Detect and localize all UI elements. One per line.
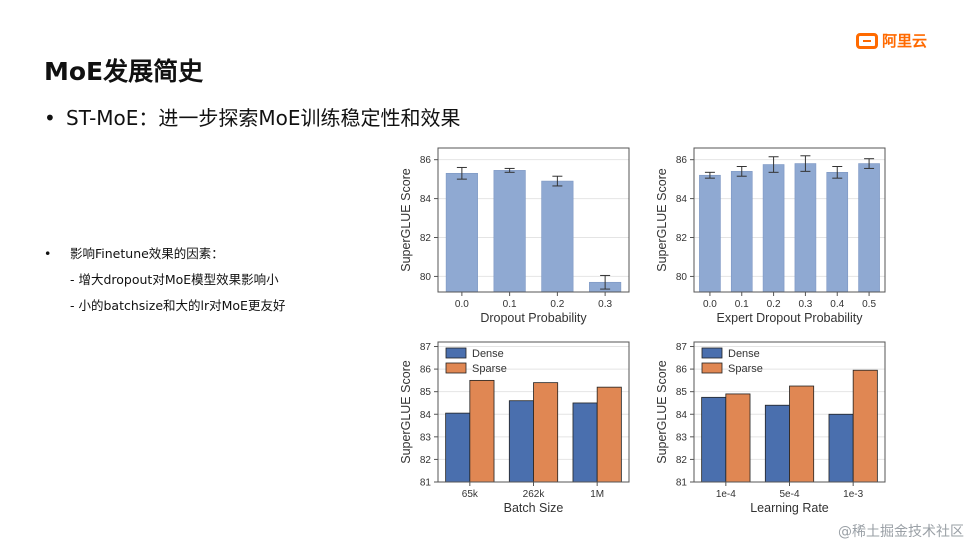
y-axis-label: SuperGLUE Score [399, 168, 413, 272]
plot-frame [693, 147, 886, 293]
y-axis-label: SuperGLUE Score [655, 360, 669, 464]
bar [794, 163, 817, 293]
x-axis-label: Learning Rate [750, 501, 829, 515]
brand-name: 阿里云 [882, 32, 928, 50]
x-tick-label: 0.3 [598, 299, 612, 310]
brand-logo: 阿里云 [856, 30, 927, 51]
x-tick-label: 0.3 [798, 299, 812, 310]
x-axis-label: Dropout Probability [480, 311, 587, 325]
y-tick-label: 81 [420, 478, 432, 489]
x-tick-label: 0.2 [767, 299, 781, 310]
legend-label: Dense [728, 348, 760, 360]
y-tick-label: 82 [420, 455, 432, 466]
y-tick-label: 82 [676, 233, 688, 244]
x-tick-label: 0.0 [455, 299, 469, 310]
x-tick-label: 0.5 [862, 299, 876, 310]
y-tick-label: 85 [676, 387, 688, 398]
notes-item: - 小的batchsize和大的lr对MoE更友好 [70, 298, 286, 313]
bar-dense [828, 413, 854, 483]
x-tick-label: 0.1 [503, 299, 517, 310]
subtitle-text: ST-MoE：进一步探索MoE训练稳定性和效果 [66, 106, 461, 130]
bar-dense [701, 396, 727, 483]
bar [493, 170, 526, 293]
slide-subtitle: • ST-MoE：进一步探索MoE训练稳定性和效果 [44, 102, 461, 131]
legend-swatch [445, 347, 467, 359]
y-tick-label: 87 [420, 342, 432, 353]
bar [699, 174, 721, 293]
bar-dense [572, 402, 598, 483]
notes-heading-text: 影响Finetune效果的因素： [70, 246, 224, 261]
x-tick-label: 1M [590, 489, 604, 500]
bar-sparse [789, 385, 815, 483]
bar [730, 171, 753, 293]
y-tick-label: 84 [420, 410, 432, 421]
legend-swatch [701, 362, 723, 374]
y-tick-label: 81 [676, 478, 688, 489]
y-tick-label: 80 [420, 272, 432, 283]
chart-batch-size: 81 82 83 84 85 86 87 Dense Sparse 65k 262k 1M Batch … [399, 341, 630, 515]
y-tick-label: 82 [420, 233, 432, 244]
bar-sparse [596, 386, 622, 483]
plot-frame [437, 147, 630, 293]
y-tick-label: 83 [676, 432, 688, 443]
bar [858, 163, 880, 293]
notes-list: • 影响Finetune效果的因素： - 增大dropout对MoE模型效果影响小… [44, 241, 285, 319]
notes-heading: • 影响Finetune效果的因素： [44, 241, 285, 267]
x-tick-label: 0.1 [735, 299, 749, 310]
x-axis-label: Expert Dropout Probability [717, 311, 864, 325]
legend-swatch [701, 347, 723, 359]
aliyun-logo-icon [856, 32, 878, 49]
y-tick-label: 86 [676, 155, 688, 166]
bar [826, 172, 849, 293]
legend-swatch [445, 362, 467, 374]
y-tick-label: 82 [676, 455, 688, 466]
legend-label: Sparse [472, 363, 507, 375]
x-tick-label: 65k [462, 489, 479, 500]
x-tick-label: 0.4 [830, 299, 844, 310]
y-tick-label: 86 [420, 155, 432, 166]
y-tick-label: 85 [420, 387, 432, 398]
x-tick-label: 1e-3 [843, 489, 863, 500]
slide-title: MoE发展简史 [44, 57, 204, 86]
y-tick-label: 84 [420, 194, 432, 205]
y-tick-label: 80 [676, 272, 688, 283]
x-tick-label: 1e-4 [716, 489, 736, 500]
x-tick-label: 0.2 [550, 299, 564, 310]
bar [762, 164, 785, 293]
legend-label: Dense [472, 348, 504, 360]
y-tick-label: 83 [420, 432, 432, 443]
bar-sparse [469, 379, 495, 483]
bar-sparse [852, 369, 878, 483]
y-tick-label: 87 [676, 342, 688, 353]
y-tick-label: 86 [420, 365, 432, 376]
y-tick-label: 84 [676, 410, 688, 421]
subtitle-bullet: • [44, 106, 56, 130]
bar-dense [445, 412, 471, 483]
x-tick-label: 5e-4 [779, 489, 799, 500]
bar [541, 180, 574, 293]
bar [445, 172, 478, 293]
x-axis-label: Batch Size [504, 501, 564, 515]
y-tick-label: 86 [676, 365, 688, 376]
bar-dense [764, 404, 790, 483]
x-tick-label: 262k [523, 489, 546, 500]
legend-label: Sparse [728, 363, 763, 375]
notes-item: - 增大dropout对MoE模型效果影响小 [70, 272, 279, 287]
bar-sparse [533, 382, 559, 483]
y-axis-label: SuperGLUE Score [399, 360, 413, 464]
chart-learning-rate: 81 82 83 84 85 86 87 Dense Sparse 1e-4 5e-4 1e-3 Lea… [655, 341, 886, 515]
x-tick-label: 0.0 [703, 299, 717, 310]
bar-dense [508, 400, 534, 483]
chart-dropout-probability: 80 82 84 86 0.0 0.1 0.2 0.3 Dropout Probability S… [399, 147, 630, 325]
y-axis-label: SuperGLUE Score [655, 168, 669, 272]
y-tick-label: 84 [676, 194, 688, 205]
bar-sparse [725, 393, 751, 483]
watermark: @稀土掘金技术社区 [838, 524, 964, 540]
notes-bullet: • [44, 246, 52, 261]
